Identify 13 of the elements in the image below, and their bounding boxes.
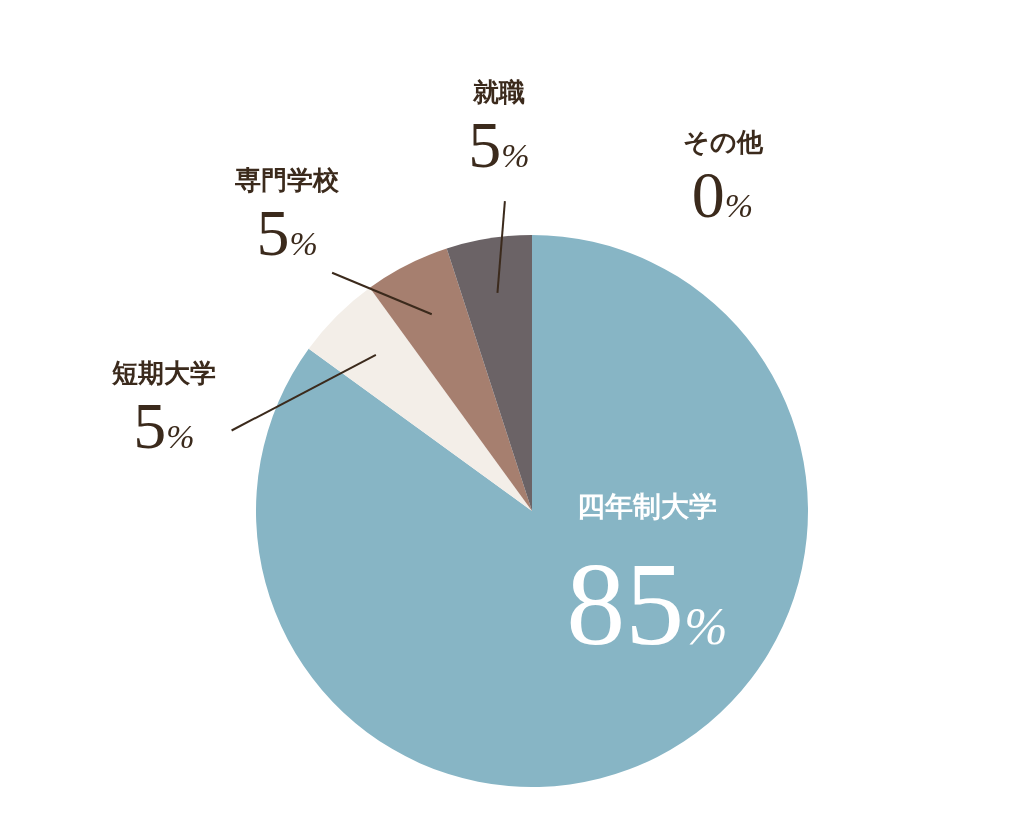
slice-label: 専門学校 — [234, 165, 341, 196]
slice-label: 短期大学 — [110, 358, 216, 389]
data-label: 5% — [468, 108, 530, 182]
data-label: 5% — [133, 389, 195, 463]
slice-label: 四年制大学 — [577, 490, 717, 523]
pie-slice — [446, 235, 532, 511]
text: 0% — [691, 158, 754, 232]
slice-label: 就職 — [471, 77, 525, 108]
pie-slice — [308, 287, 532, 511]
category-label: その他 — [682, 127, 763, 158]
data-label: 85% — [566, 539, 728, 670]
data-label: 5% — [256, 196, 318, 270]
pie-slice — [369, 248, 532, 511]
